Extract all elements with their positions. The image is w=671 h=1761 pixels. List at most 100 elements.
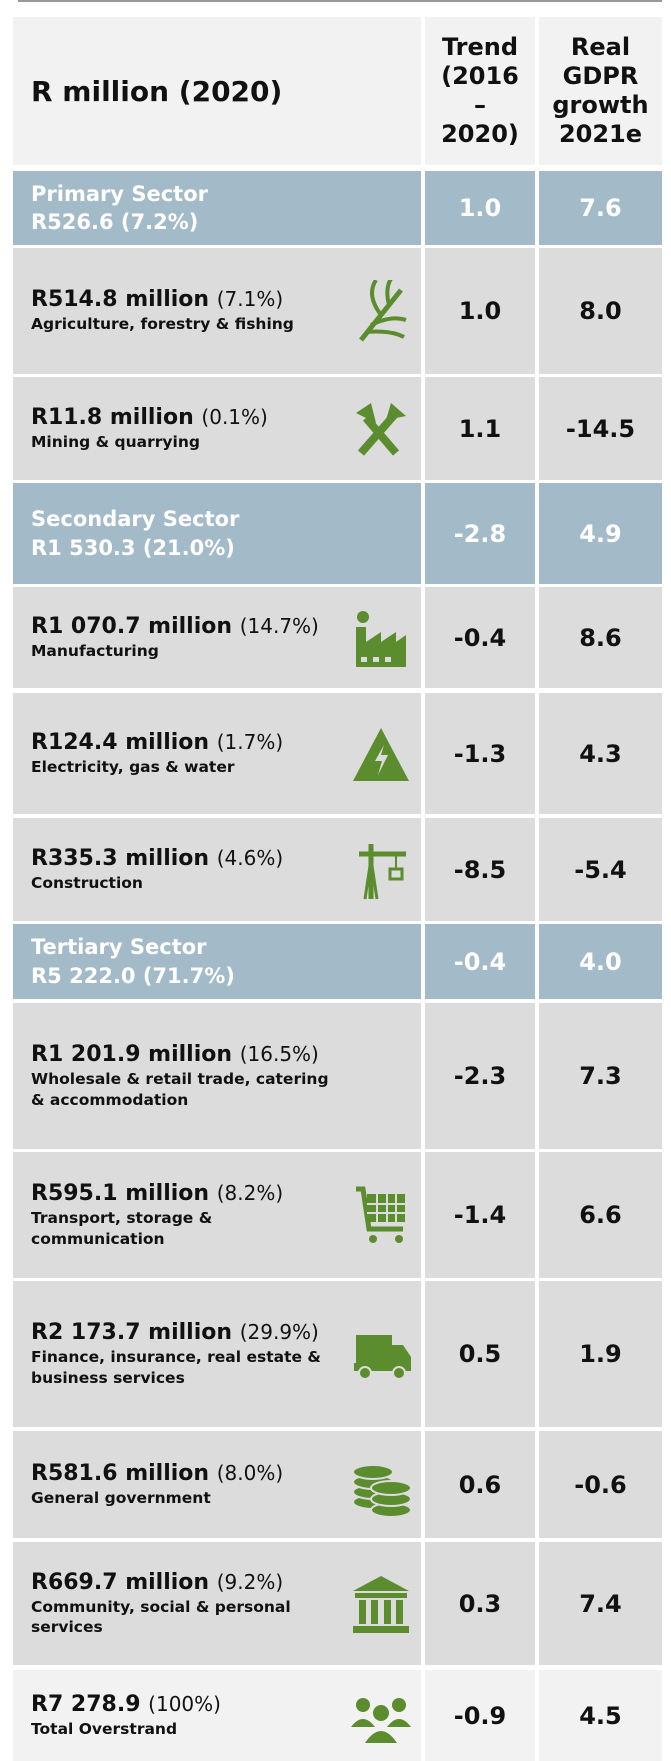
growth-cell: 4.5 [539,1670,662,1761]
header-line: Real [570,33,631,62]
amount: R1 201.9 million [31,1042,233,1068]
trend-cell: 1.1 [425,377,535,480]
growth-cell: 8.0 [539,248,662,374]
trend-value: -2.3 [453,1062,507,1090]
item-name: General government [31,1488,211,1507]
sector-subtitle: R1 530.3 (21.0%) [31,535,235,560]
header-title-text: R million (2020) [31,74,283,108]
trend-cell: -0.4 [425,924,535,999]
amount-line: R124.4 million (1.7%) [31,730,283,755]
trend-value: -1.3 [453,739,507,768]
amount-line: R581.6 million (8.0%) [31,1461,283,1486]
trend-cell: 0.6 [425,1431,535,1538]
item-name: Agriculture, forestry & fishing [31,315,294,334]
item-label: R7 278.9 (100%) Total Overstrand [13,1670,421,1761]
growth-cell: 7.4 [539,1542,662,1665]
share: (4.6%) [216,845,284,870]
item-label: R335.3 million (4.6%) Construction [13,818,421,921]
trend-cell: -2.8 [425,483,535,584]
sector-title: Primary Sector [31,181,208,206]
item-name: Total Overstrand [31,1719,178,1738]
trend-value: -8.5 [453,855,507,884]
sector-icon [359,843,406,899]
top-rule [18,0,662,2]
growth-value: -0.6 [574,1470,627,1499]
amount-line: R1 201.9 million (16.5%) [31,1042,319,1067]
amount-line: R7 278.9 (100%) [31,1692,221,1717]
amount-line: R2 173.7 million (29.9%) [31,1320,319,1345]
sector-subtitle: R526.6 (7.2%) [31,210,199,234]
trend-cell: 1.0 [425,248,535,374]
growth-value: 7.6 [579,194,622,222]
growth-cell: -14.5 [539,377,662,480]
item-label: R669.7 million (9.2%) Community, social &… [13,1542,421,1665]
amount-line: R11.8 million (0.1%) [31,405,268,430]
item-name: Wholesale & retail trade, catering & acc… [31,1070,329,1109]
growth-value: 4.0 [579,947,622,976]
growth-value: 6.6 [579,1201,622,1229]
amount: R595.1 million [31,1181,210,1207]
sector-title: Secondary Sector [31,507,240,532]
header-line: Trend [441,33,519,62]
sector-subtitle: R5 222.0 (71.7%) [31,963,235,988]
growth-cell: 4.3 [539,693,662,814]
sector-icon [353,1575,409,1633]
item-name: Transport, storage & communication [31,1209,213,1248]
amount: R1 070.7 million [31,613,233,639]
trend-value: -1.4 [453,1201,507,1229]
share: (1.7%) [216,729,284,754]
share: (100%) [148,1691,221,1716]
growth-value: -5.4 [574,855,627,884]
trend-cell: 0.3 [425,1542,535,1665]
trend-value: 0.6 [458,1470,502,1499]
growth-cell: 1.9 [539,1281,662,1427]
trend-value: 1.0 [458,194,502,222]
item-label: R1 201.9 million (16.5%) Wholesale & reta… [13,1003,421,1149]
item-name: Finance, insurance, real estate & busine… [31,1348,321,1387]
item-label: R581.6 million (8.0%) General government [13,1431,421,1538]
trend-cell: 0.5 [425,1281,535,1427]
trend-cell: -8.5 [425,818,535,921]
amount: R2 173.7 million [31,1320,233,1346]
trend-cell: 1.0 [425,171,535,245]
growth-value: 7.3 [579,1062,622,1090]
header-line: (2016 [441,62,519,91]
item-label: R11.8 million (0.1%) Mining & quarrying [13,377,421,480]
trend-cell: -1.4 [425,1152,535,1278]
amount-line: R1 070.7 million (14.7%) [31,614,319,639]
trend-value: 0.5 [458,1340,502,1368]
amount: R7 278.9 [31,1691,141,1717]
growth-cell: -0.6 [539,1431,662,1538]
growth-cell: -5.4 [539,818,662,921]
amount-line: R669.7 million (9.2%) [31,1570,283,1595]
trend-cell: -2.3 [425,1003,535,1149]
amount: R124.4 million [31,729,210,755]
sector-icon [352,1463,412,1516]
growth-value: 8.6 [579,623,622,652]
share: (16.5%) [239,1042,319,1067]
share: (7.1%) [216,287,284,312]
growth-cell: 4.0 [539,924,662,999]
item-name: Community, social & personal services [31,1597,291,1636]
sector-icon [353,727,409,781]
share: (0.1%) [201,404,268,429]
amount: R335.3 million [31,845,210,871]
amount: R514.8 million [31,287,210,313]
trend-value: -0.9 [453,1701,507,1730]
trend-value: -0.4 [453,947,507,976]
header-line: GDPR [562,62,639,91]
header-line: 2021e [558,119,643,148]
item-label: R1 070.7 million (14.7%) Manufacturing [13,587,421,688]
sector-title: Tertiary Sector [31,935,207,960]
amount-line: R335.3 million (4.6%) [31,846,283,871]
trend-cell: -0.9 [425,1670,535,1761]
item-name: Construction [31,873,143,892]
growth-cell: 7.6 [539,171,662,245]
trend-value: -2.8 [453,519,507,548]
trend-value: 1.0 [458,297,502,325]
sector-icon [356,1186,405,1243]
amount: R581.6 million [31,1460,210,1486]
growth-value: 1.9 [579,1340,622,1368]
sector-label: Secondary Sector R1 530.3 (21.0%) [13,483,421,584]
